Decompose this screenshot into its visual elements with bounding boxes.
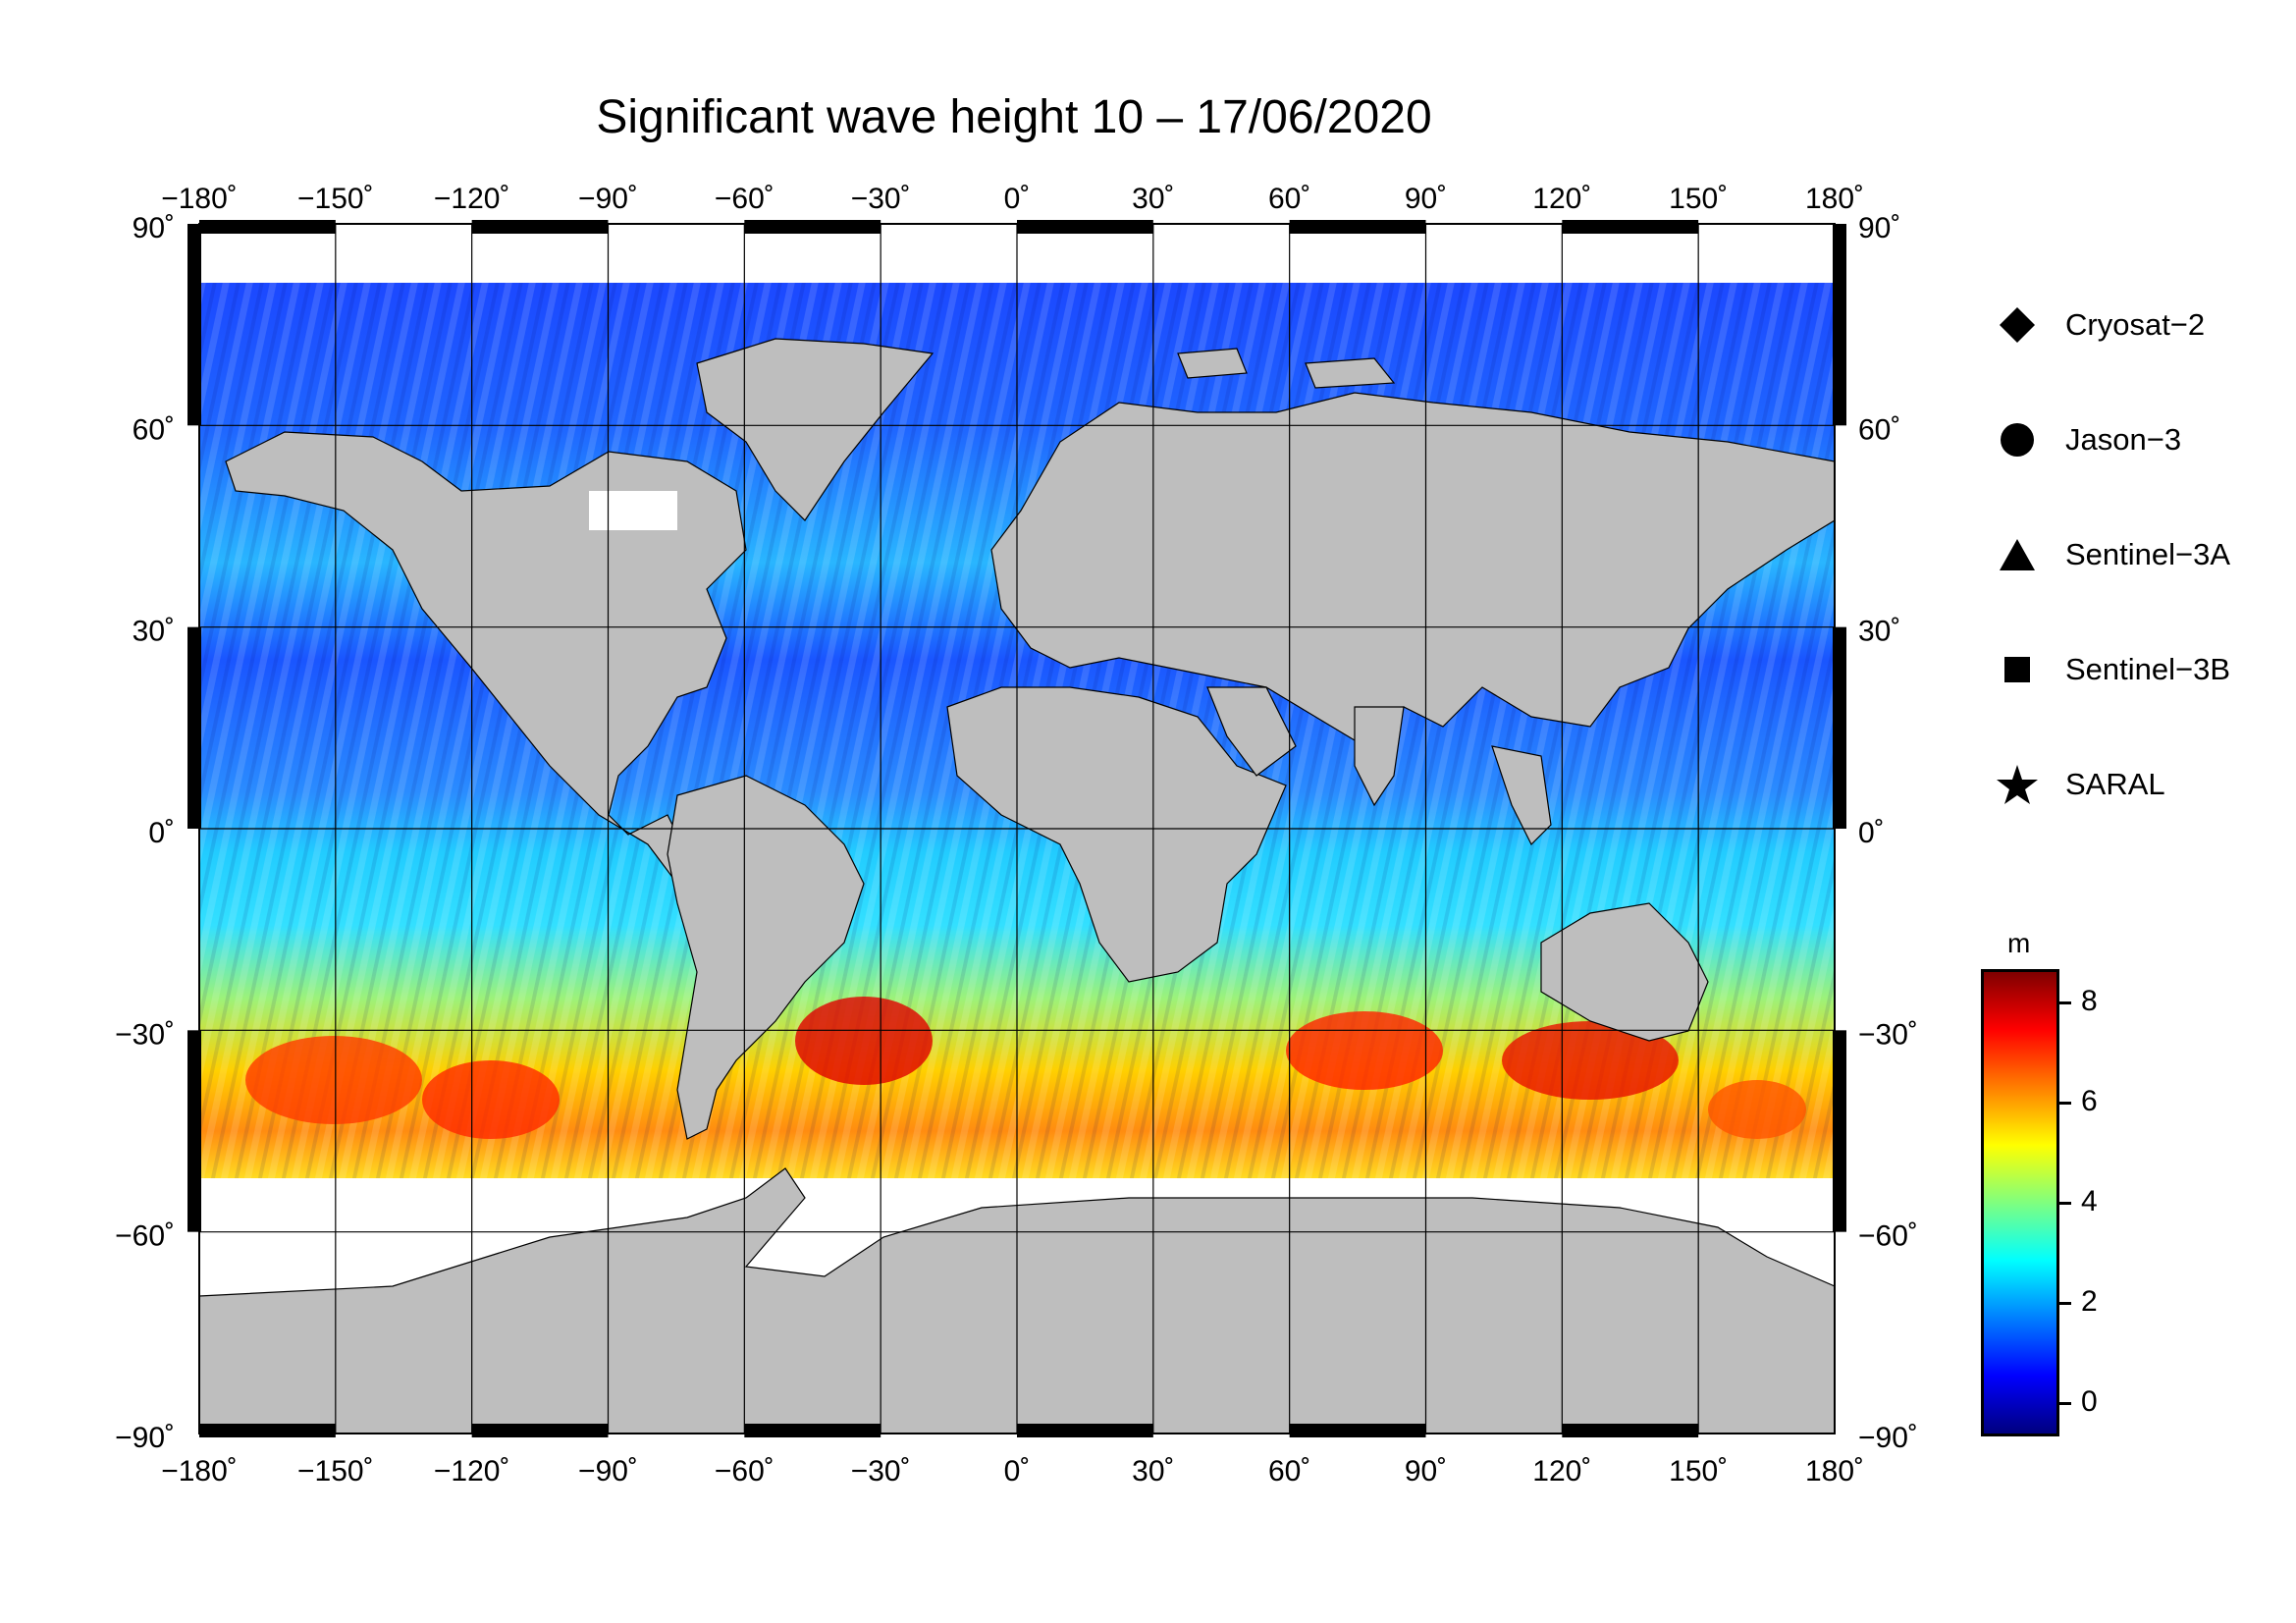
lon-tick-label-bottom: −180˚: [161, 1455, 238, 1488]
legend-label: Cryosat−2: [2065, 307, 2206, 342]
colorbar-tick-mark: [2059, 1001, 2071, 1004]
frame-bar-segment: [1017, 220, 1153, 234]
lon-tick-label-top: 180˚: [1805, 183, 1864, 215]
lon-tick-label-top: 150˚: [1669, 183, 1728, 215]
lat-tick-label-left: 90˚: [133, 212, 175, 244]
lon-tick-label-top: 90˚: [1405, 183, 1447, 215]
lat-tick-label-left: −60˚: [115, 1220, 175, 1253]
colorbar-tick-mark: [2059, 1101, 2071, 1105]
lat-tick-label-left: 0˚: [148, 817, 175, 849]
lon-tick-label-top: −150˚: [297, 183, 374, 215]
colorbar-tick-label: 8: [2081, 984, 2098, 1017]
lon-tick-label-top: 30˚: [1132, 183, 1174, 215]
africa: [946, 686, 1287, 983]
frame-bar-segment: [1833, 626, 1846, 829]
lon-tick-label-bottom: 150˚: [1669, 1455, 1728, 1488]
frame-bar-segment: [471, 220, 609, 234]
lat-tick-label-right: −60˚: [1858, 1220, 1918, 1253]
legend-label: Sentinel−3B: [2065, 652, 2231, 686]
frame-bar-segment: [1833, 224, 1846, 426]
legend-item-saral: SARAL: [1993, 760, 2165, 809]
frame-bar-segment: [187, 224, 201, 426]
lon-tick-label-bottom: 180˚: [1805, 1455, 1864, 1488]
greenland: [696, 338, 934, 521]
frame-bars: [187, 220, 1846, 1437]
lon-tick-label-top: −180˚: [161, 183, 238, 215]
lon-tick-label-bottom: −60˚: [715, 1455, 774, 1488]
lon-tick-label-bottom: 60˚: [1268, 1455, 1310, 1488]
colorbar-unit: m: [2007, 928, 2031, 958]
colorbar-tick-mark: [2059, 1302, 2071, 1306]
legend-item-sentinel-3a: Sentinel−3A: [1993, 530, 2230, 579]
frame-bar-segment: [1562, 1424, 1699, 1437]
lon-tick-label-bottom: 30˚: [1132, 1455, 1174, 1488]
lat-tick-label-left: 30˚: [133, 616, 175, 648]
axis-labels: −180˚ −180˚ −150˚ −150˚ −120˚ −120˚ −90˚ −90˚ −6…: [115, 183, 1918, 1488]
se-asia: [1491, 745, 1552, 846]
lat-tick-label-left: −90˚: [115, 1422, 175, 1454]
lat-tick-label-right: 30˚: [1858, 616, 1900, 648]
frame-bar-segment: [471, 1424, 609, 1437]
frame-bar-segment: [744, 220, 881, 234]
colorbar-tick-label: 6: [2081, 1084, 2098, 1117]
frame-bar-segment: [187, 1030, 201, 1232]
frame-bar-segment: [1017, 1424, 1153, 1437]
lon-tick-label-top: 60˚: [1268, 183, 1310, 215]
lon-tick-label-top: −120˚: [434, 183, 510, 215]
legend-item-cryosat: Cryosat−2: [1993, 300, 2205, 350]
legend-label: Sentinel−3A: [2065, 537, 2231, 571]
diamond-icon: [1993, 300, 2042, 350]
colorbar-tick-label: 2: [2081, 1285, 2098, 1319]
frame-bar-segment: [199, 1424, 336, 1437]
lat-tick-label-right: −30˚: [1858, 1018, 1918, 1051]
lon-tick-label-top: −60˚: [715, 183, 774, 215]
colorbar-tick-mark: [2059, 1402, 2071, 1406]
arabia: [1206, 686, 1297, 777]
eurasia: [990, 392, 1835, 747]
frame-bar-segment: [1562, 220, 1699, 234]
colorbar: [1981, 969, 2059, 1436]
lat-tick-label-left: −30˚: [115, 1018, 175, 1051]
legend-label: Jason−3: [2065, 422, 2182, 457]
colorbar-tick-mark: [2059, 1202, 2071, 1205]
legend-item-jason: Jason−3: [1993, 415, 2181, 464]
south-america: [667, 775, 865, 1140]
frame-bar-segment: [1289, 220, 1426, 234]
lon-tick-label-bottom: −30˚: [851, 1455, 911, 1488]
lat-tick-label-right: 0˚: [1858, 817, 1885, 849]
graticule: [199, 224, 1835, 1434]
frame-bar-segment: [1833, 1030, 1846, 1232]
lon-tick-label-bottom: 90˚: [1405, 1455, 1447, 1488]
legend-label: SARAL: [2065, 767, 2165, 801]
lat-tick-label-right: −90˚: [1858, 1422, 1918, 1454]
star-icon: [1993, 760, 2042, 809]
lon-tick-label-top: 120˚: [1532, 183, 1591, 215]
frame-bar-segment: [187, 626, 201, 829]
frame-bar-segment: [199, 220, 336, 234]
lon-tick-label-top: −90˚: [578, 183, 638, 215]
lon-tick-label-bottom: −150˚: [297, 1455, 374, 1488]
lon-tick-label-bottom: 0˚: [1004, 1455, 1031, 1488]
lat-tick-label-right: 60˚: [1858, 413, 1900, 446]
frame-bar-segment: [744, 1424, 881, 1437]
lon-tick-label-top: 0˚: [1004, 183, 1031, 215]
square-icon: [1993, 645, 2042, 694]
high-wave-patches: [245, 997, 1806, 1139]
lon-tick-label-top: −30˚: [851, 183, 911, 215]
lat-tick-label-right: 90˚: [1858, 212, 1900, 244]
lat-tick-label-left: 60˚: [133, 413, 175, 446]
triangle-icon: [1993, 530, 2042, 579]
circle-icon: [1993, 415, 2042, 464]
colorbar-tick-label: 0: [2081, 1385, 2098, 1419]
chart-title: Significant wave height 10 – 17/06/2020: [596, 91, 1432, 143]
north-america: [225, 431, 768, 904]
lon-tick-label-bottom: 120˚: [1532, 1455, 1591, 1488]
frame-bar-segment: [1289, 1424, 1426, 1437]
lon-tick-label-bottom: −120˚: [434, 1455, 510, 1488]
colorbar-tick-label: 4: [2081, 1185, 2098, 1217]
lon-tick-label-bottom: −90˚: [578, 1455, 638, 1488]
legend-item-sentinel-3b: Sentinel−3B: [1993, 645, 2230, 694]
india: [1354, 706, 1405, 807]
